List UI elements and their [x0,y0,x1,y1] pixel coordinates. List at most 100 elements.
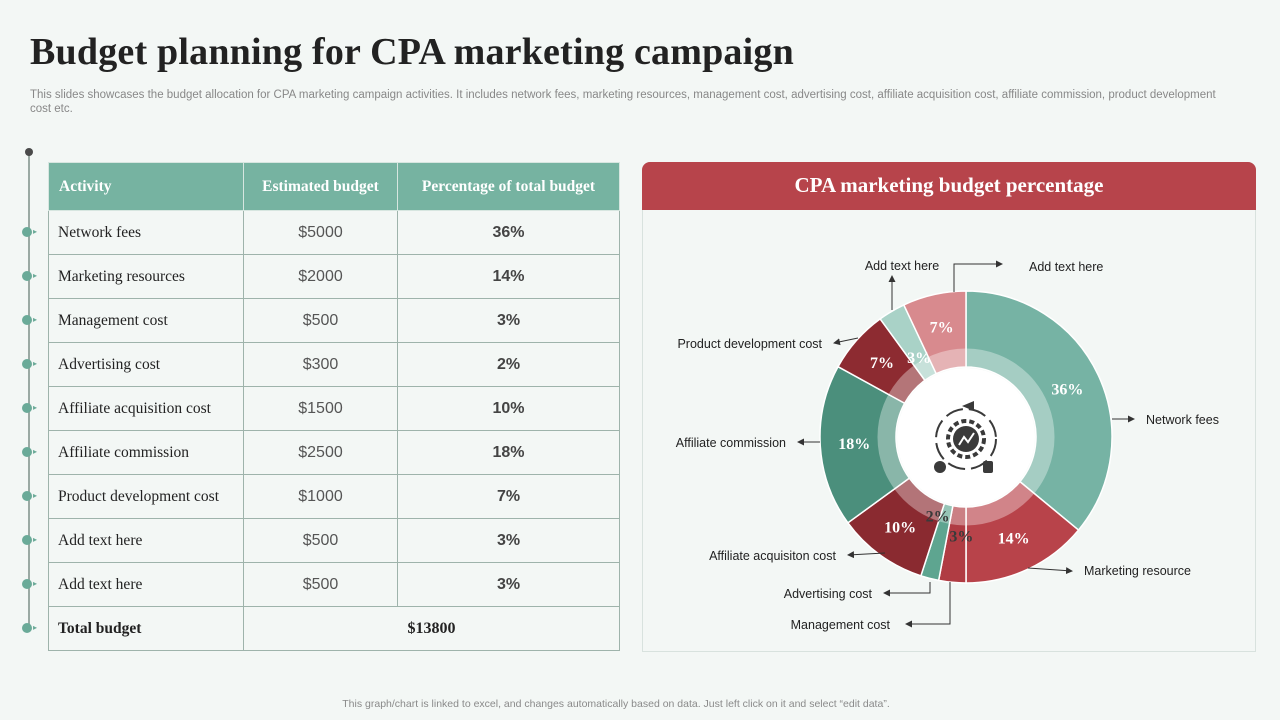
activity-cell: Network fees [48,210,244,255]
activity-cell: Advertising cost [48,342,244,387]
timeline-marker: ▸ [22,623,44,633]
arrow-right-icon: ▸ [33,315,38,324]
percentage-cell: 3% [397,562,620,607]
percentage-cell: 3% [397,518,620,563]
arrow-right-icon: ▸ [33,227,38,236]
total-value: $13800 [243,606,620,651]
percentage-cell: 14% [397,254,620,299]
callout-arrow [1027,567,1073,575]
activity-cell: Product development cost [48,474,244,519]
activity-cell: Marketing resources [48,254,244,299]
callout-arrow [905,582,951,628]
budget-cell: $500 [243,298,398,343]
timeline-dot [22,535,32,545]
activity-cell: Management cost [48,298,244,343]
slice-value-label: 7% [870,355,894,372]
budget-cell: $500 [243,562,398,607]
activity-cell: Affiliate acquisition cost [48,386,244,431]
timeline-dot [22,403,32,413]
callout-arrow [833,337,859,346]
activity-cell: Add text here [48,518,244,563]
slice-value-label: 14% [998,530,1030,547]
callout-arrow [953,260,1003,292]
budget-cell: $5000 [243,210,398,255]
pie-slice [902,290,967,375]
page-title: Budget planning for CPA marketing campai… [30,31,794,73]
arrow-right-icon: ▸ [33,623,38,632]
col-header-percentage: Percentage of total budget [397,162,620,211]
percentage-cell: 3% [397,298,620,343]
budget-cell: $2500 [243,430,398,475]
timeline-marker: ▸ [22,579,44,589]
chart-panel-title: CPA marketing budget percentage [642,162,1256,210]
footer-note: This graph/chart is linked to excel, and… [342,698,890,710]
callout-arrow [883,582,931,597]
timeline-dot [22,447,32,457]
total-label: Total budget [48,606,244,651]
page-subtitle: This slides showcases the budget allocat… [30,89,1216,115]
activity-cell: Affiliate commission [48,430,244,475]
arrow-right-icon: ▸ [33,535,38,544]
timeline-marker: ▸ [22,403,44,413]
slice-value-label: 2% [926,508,950,525]
timeline-dot [22,579,32,589]
budget-table: Activity Estimated budget Percentage of … [48,162,620,651]
timeline-dot [22,271,32,281]
slice-value-label: 3% [949,529,973,546]
slice-value-label: 7% [930,320,954,337]
arrow-right-icon: ▸ [33,403,38,412]
table-row: Network fees $5000 36% [48,210,620,255]
arrow-right-icon: ▸ [33,447,38,456]
pie-slice [965,290,1113,532]
arrow-right-icon: ▸ [33,491,38,500]
slice-category-label: Network fees [1146,413,1219,427]
timeline-start-dot [25,148,33,156]
timeline-marker: ▸ [22,535,44,545]
pie-slice [819,365,911,524]
timeline-marker: ▸ [22,447,44,457]
slice-value-label: 3% [907,350,931,367]
timeline-dot [22,227,32,237]
slice-category-label: Affiliate acquisiton cost [709,549,836,563]
slice-category-label: Marketing resource [1084,564,1191,578]
inner-ring [877,348,1055,526]
slice-category-label: Add text here [865,259,939,273]
timeline-marker: ▸ [22,315,44,325]
col-header-estimated-budget: Estimated budget [243,162,398,211]
slice-category-label: Product development cost [677,337,822,351]
callout-arrow [847,551,886,559]
slice-value-label: 10% [884,520,916,537]
budget-cell: $500 [243,518,398,563]
timeline-marker: ▸ [22,227,44,237]
timeline-dot [22,623,32,633]
slice-category-label: Advertising cost [784,587,873,601]
arrow-right-icon: ▸ [33,271,38,280]
timeline-dot [22,359,32,369]
budget-cell: $300 [243,342,398,387]
timeline-dot [22,491,32,501]
budget-cell: $1000 [243,474,398,519]
slice-category-label: Affiliate commission [676,436,786,450]
arrow-right-icon: ▸ [33,579,38,588]
slice-value-label: 18% [838,436,870,453]
activity-cell: Add text here [48,562,244,607]
arrow-right-icon: ▸ [33,359,38,368]
slice-category-label: Add text here [1029,260,1103,274]
table-header-row: Activity Estimated budget Percentage of … [48,162,620,211]
percentage-cell: 36% [397,210,620,255]
timeline-marker: ▸ [22,359,44,369]
table-row: Add text here $500 3% [48,562,620,607]
slice-category-label: Management cost [791,618,891,632]
slice-value-label: 36% [1051,381,1083,398]
timeline-dot [22,315,32,325]
timeline-marker: ▸ [22,491,44,501]
marketing-gear-icon [934,401,997,473]
total-row: Total budget $13800 [48,606,620,651]
table-row: Add text here $500 3% [48,518,620,563]
timeline-line [28,152,30,630]
percentage-cell: 10% [397,386,620,431]
table-row: Marketing resources $2000 14% [48,254,620,299]
budget-cell: $2000 [243,254,398,299]
timeline-marker: ▸ [22,271,44,281]
